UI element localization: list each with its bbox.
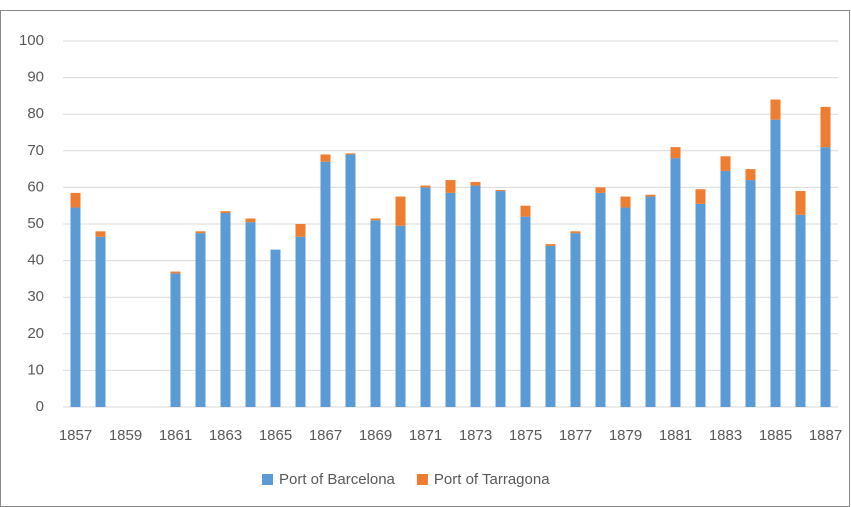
x-tick-label: 1865 [259, 427, 292, 444]
bar-segment [570, 233, 581, 407]
x-tick-label: 1863 [209, 427, 242, 444]
bar-segment [720, 156, 731, 171]
bar-segment [95, 236, 106, 407]
bar-segment [445, 192, 456, 407]
legend-swatch [416, 474, 428, 485]
bar-segment [595, 187, 606, 193]
legend-label: Port of Barcelona [279, 471, 396, 488]
bar-segment [795, 214, 806, 407]
x-tick-label: 1875 [509, 427, 542, 444]
x-tick-label: 1857 [59, 427, 92, 444]
bar-segment [745, 180, 756, 407]
bar-segment [370, 218, 381, 221]
x-tick-label: 1887 [809, 427, 842, 444]
bar-segment [595, 192, 606, 407]
bar-segment [670, 158, 681, 407]
bar-segment [495, 191, 506, 407]
bar-segment [545, 244, 556, 246]
bar-segment [695, 203, 706, 407]
bar-segment [220, 211, 231, 214]
y-tick-label: 0 [36, 398, 44, 415]
bar-segment [470, 181, 481, 186]
bar-segment [520, 216, 531, 407]
y-tick-label: 100 [19, 32, 44, 49]
legend-label: Port of Tarragona [434, 471, 550, 488]
bar-segment [70, 192, 81, 208]
bar-segment [395, 225, 406, 407]
bar-segment [270, 249, 281, 407]
bar-segment [295, 224, 306, 237]
y-tick-label: 10 [27, 361, 44, 378]
bar-segment [420, 187, 431, 407]
bar-segment [345, 154, 356, 407]
bar-segment [195, 233, 206, 407]
x-tick-label: 1859 [109, 427, 142, 444]
bar-segment [745, 169, 756, 181]
bar-segment [245, 222, 256, 407]
bar-segment [170, 273, 181, 407]
bar-segment [245, 218, 256, 223]
x-tick-label: 1879 [609, 427, 642, 444]
x-tick-label: 1869 [359, 427, 392, 444]
x-tick-label: 1883 [709, 427, 742, 444]
y-tick-label: 20 [27, 325, 44, 342]
bar-segment [770, 99, 781, 120]
y-tick-label: 90 [27, 69, 44, 86]
bar-segment [445, 180, 456, 193]
bar-segment [420, 185, 431, 188]
x-tick-label: 1873 [459, 427, 492, 444]
bar-segment [470, 185, 481, 407]
y-tick-label: 40 [27, 252, 44, 269]
bar-segment [820, 147, 831, 407]
bar-segment [645, 196, 656, 407]
bar-segment [295, 236, 306, 407]
bar-segment [620, 207, 631, 407]
bar-segment [370, 220, 381, 407]
y-tick-label: 50 [27, 215, 44, 232]
bar-segment [770, 119, 781, 407]
x-tick-label: 1871 [409, 427, 442, 444]
bar-segment [320, 161, 331, 407]
bar-segment [95, 231, 106, 237]
x-tick-label: 1881 [659, 427, 692, 444]
x-tick-label: 1885 [759, 427, 792, 444]
bar-segment [495, 189, 506, 192]
x-tick-label: 1861 [159, 427, 192, 444]
bar-segment [570, 231, 581, 234]
x-tick-label: 1877 [559, 427, 592, 444]
x-tick-label: 1867 [309, 427, 342, 444]
legend-swatch [262, 474, 273, 485]
bar-segment [70, 207, 81, 407]
y-tick-label: 80 [27, 105, 44, 122]
bar-segment [345, 153, 356, 155]
bar-segment [220, 213, 231, 407]
bar-segment [820, 106, 831, 148]
y-tick-label: 70 [27, 142, 44, 159]
bar-segment [520, 205, 531, 217]
bar-segment [645, 194, 656, 197]
bar-segment [620, 196, 631, 208]
y-tick-label: 30 [27, 288, 44, 305]
bar-segment [670, 147, 681, 159]
y-tick-label: 60 [27, 178, 44, 195]
bar-segment [395, 196, 406, 226]
bar-segment [720, 170, 731, 407]
bar-segment [170, 271, 181, 274]
bar-segment [695, 189, 706, 204]
bar-segment [795, 191, 806, 215]
bar-segment [545, 245, 556, 407]
bar-segment [195, 231, 206, 234]
bar-segment [320, 154, 331, 162]
